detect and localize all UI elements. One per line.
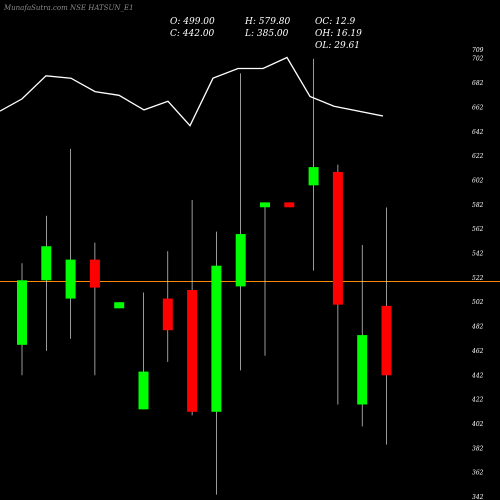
candle-body — [235, 234, 246, 287]
candle-body — [357, 335, 368, 405]
oh-value: OH: 16.19 — [315, 29, 362, 39]
candle-body — [65, 259, 76, 299]
price-line — [0, 56, 384, 127]
oc-value: OC: 12.9 — [315, 17, 356, 27]
y-tick-label: 582 — [472, 202, 484, 209]
y-tick-label: 622 — [472, 153, 484, 160]
candle-body — [114, 302, 125, 309]
low-value: L: 385.00 — [245, 29, 289, 39]
candle-body — [308, 167, 319, 186]
candle-body — [41, 246, 52, 281]
y-tick-label: 662 — [472, 104, 484, 111]
candle-body — [211, 265, 222, 412]
price-line-layer — [0, 56, 384, 127]
y-tick-label: 482 — [471, 324, 484, 331]
ol-value: OL: 29.61 — [315, 41, 361, 51]
candle-body — [284, 202, 295, 208]
symbol-title: MunafaSutra.com NSE HATSUN_E1 — [4, 4, 134, 12]
y-tick-label: 382 — [472, 445, 484, 452]
y-tick-label: 522 — [472, 275, 484, 282]
y-tick-label: 442 — [471, 372, 484, 379]
y-tick-label: 422 — [471, 397, 484, 404]
y-tick-label: 542 — [472, 251, 484, 258]
close-value: C: 442.00 — [170, 29, 215, 39]
y-axis: 709 702 682 662 642 622 602 582 562 542 522 502 482 4… — [471, 47, 484, 500]
candle-body — [17, 280, 27, 345]
candle-body — [138, 371, 149, 410]
y-tick-label: 342 — [472, 494, 484, 500]
y-tick-label: 709 — [472, 47, 484, 54]
candle-body — [89, 259, 100, 288]
y-tick-label: 682 — [472, 80, 484, 87]
high-value: H: 579.80 — [245, 17, 291, 27]
candle-body — [381, 305, 392, 376]
y-tick-label: 462 — [471, 348, 484, 355]
y-tick-label: 402 — [471, 421, 484, 428]
y-tick-label: 642 — [472, 129, 484, 136]
y-tick-label: 562 — [472, 226, 484, 233]
candles-layer — [17, 58, 392, 495]
candle-body — [187, 290, 198, 412]
y-tick-label: 702 — [472, 56, 484, 63]
y-tick-label: 502 — [472, 299, 484, 306]
candle-body — [260, 202, 270, 208]
candle-body — [162, 298, 173, 331]
y-tick-label: 362 — [472, 470, 484, 477]
open-value: O: 499.00 — [170, 17, 215, 27]
candle-body — [332, 171, 343, 305]
y-tick-label: 602 — [472, 177, 484, 184]
